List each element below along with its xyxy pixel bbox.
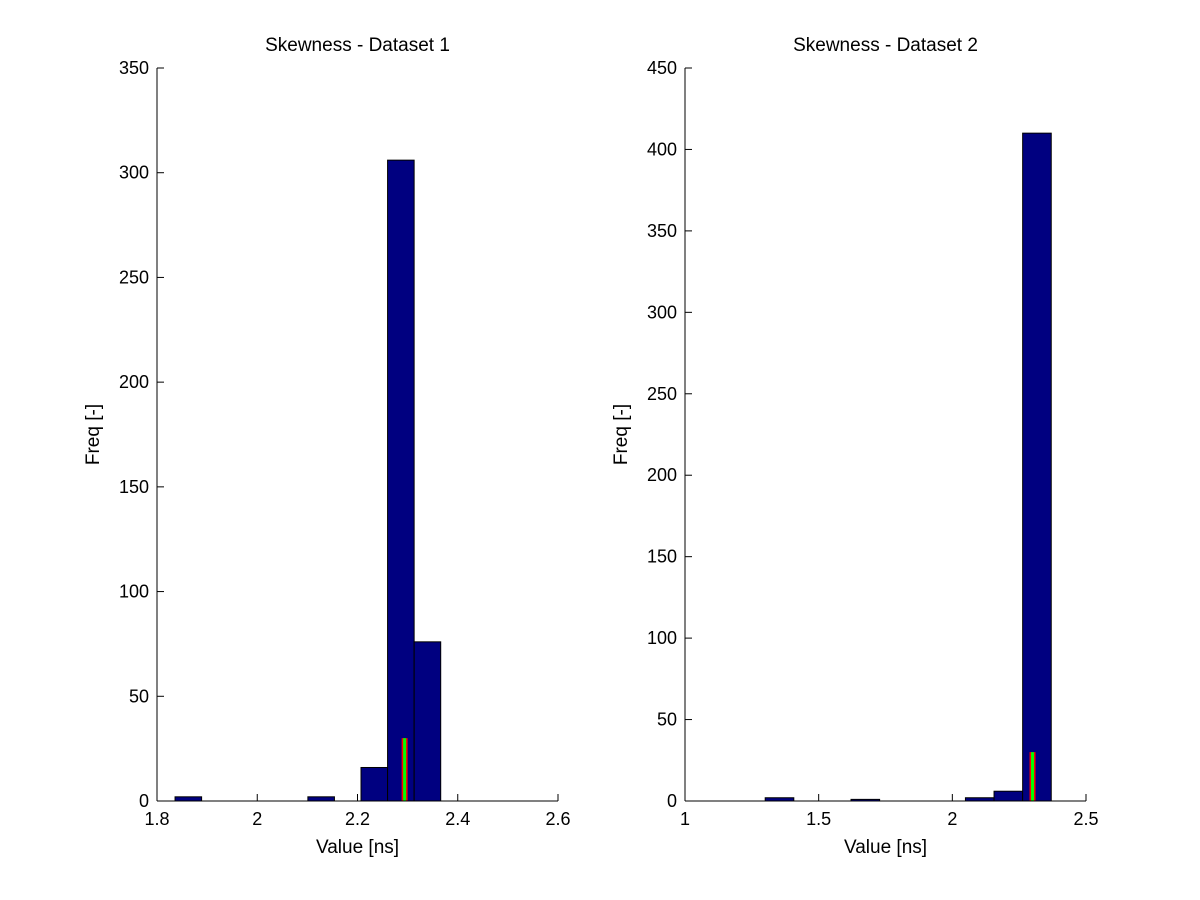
x-axis-label: Value [ns] <box>316 837 399 858</box>
histogram-bar <box>413 641 442 802</box>
y-tick-label: 100 <box>647 628 677 648</box>
histogram-bar <box>1022 132 1052 802</box>
histogram-bar <box>174 796 203 802</box>
y-tick-label: 300 <box>119 163 149 183</box>
x-tick-label: 2 <box>252 809 262 829</box>
x-tick-label: 2.6 <box>545 809 570 829</box>
chart-title: Skewness - Dataset 2 <box>793 35 978 56</box>
y-tick-label: 350 <box>119 58 149 78</box>
y-tick-label: 0 <box>139 791 149 811</box>
y-tick-label: 450 <box>647 58 677 78</box>
histogram-bar <box>360 766 389 802</box>
x-tick-label: 2.4 <box>445 809 470 829</box>
y-tick-label: 350 <box>647 221 677 241</box>
y-tick-label: 250 <box>119 267 149 287</box>
y-axis-label: Freq [-] <box>611 404 632 465</box>
y-tick-label: 300 <box>647 302 677 322</box>
histogram-bar <box>993 790 1024 802</box>
histogram-bar <box>307 796 335 802</box>
chart-title: Skewness - Dataset 1 <box>265 35 450 56</box>
histogram-bar <box>387 159 415 802</box>
y-tick-label: 50 <box>657 710 677 730</box>
y-axis-label: Freq [-] <box>83 404 104 465</box>
panel-dataset-2: 0 50 100 150 200 250 300 350 400 450 1 1.5 2 2.5 Skewn… <box>611 35 1099 858</box>
y-tick-label: 150 <box>119 477 149 497</box>
y-tick-label: 150 <box>647 547 677 567</box>
x-tick-label: 1.8 <box>144 809 169 829</box>
reference-marker <box>403 738 407 801</box>
y-tick-label: 250 <box>647 384 677 404</box>
x-tick-label: 1.5 <box>806 809 831 829</box>
x-axis-label: Value [ns] <box>844 837 927 858</box>
reference-marker <box>1031 752 1035 801</box>
x-tick-label: 1 <box>680 809 690 829</box>
y-tick-label: 200 <box>119 372 149 392</box>
x-tick-label: 2 <box>947 809 957 829</box>
y-tick-label: 50 <box>129 686 149 706</box>
x-tick-label: 2.2 <box>345 809 370 829</box>
y-tick-label: 0 <box>667 791 677 811</box>
x-tick-label: 2.5 <box>1073 809 1098 829</box>
y-tick-label: 200 <box>647 465 677 485</box>
panel-dataset-1: 0 50 100 150 200 250 300 350 1.8 2 2.2 2.4 2.6 Skewne… <box>83 35 571 858</box>
y-tick-label: 400 <box>647 139 677 159</box>
y-tick-label: 100 <box>119 582 149 602</box>
